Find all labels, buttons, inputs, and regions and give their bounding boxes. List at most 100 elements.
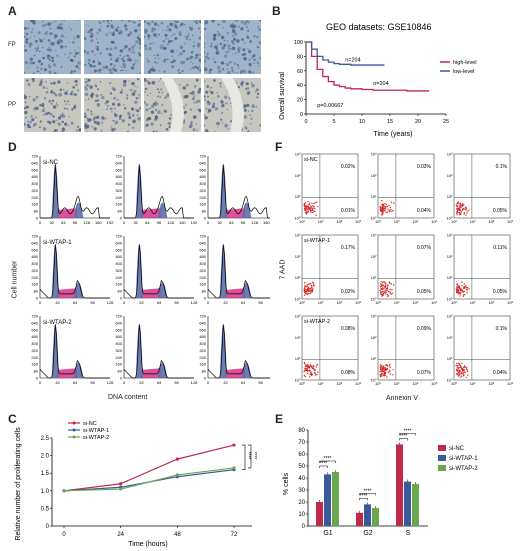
event-dot: [463, 204, 465, 206]
cell-nucleus: [247, 48, 249, 50]
cell-nucleus: [187, 33, 189, 35]
x-tick-label: 32: [55, 300, 60, 305]
cell-nucleus: [131, 21, 133, 23]
cell-nucleus: [223, 39, 226, 42]
x-tick-label: 0: [207, 380, 210, 385]
panel-label-e: E: [275, 412, 284, 426]
cell-nucleus: [192, 128, 196, 132]
significance-label: ****: [360, 493, 368, 499]
cell-nucleus: [73, 70, 76, 73]
x-tick-label: 10: [359, 119, 365, 125]
event-dot: [380, 372, 383, 375]
cell-nucleus: [122, 60, 126, 63]
histology-image: [144, 20, 201, 74]
cell-nucleus: [69, 52, 72, 55]
cell-nucleus: [166, 43, 169, 46]
cell-nucleus: [197, 90, 201, 94]
event-dot: [380, 364, 383, 367]
cell-nucleus: [29, 96, 31, 98]
cell-nucleus: [134, 100, 138, 104]
cell-nucleus: [151, 20, 154, 23]
cell-nucleus: [86, 130, 88, 132]
cell-nucleus: [47, 111, 51, 115]
event-dot: [312, 365, 315, 367]
event-dot: [459, 293, 461, 295]
cell-nucleus: [24, 71, 26, 74]
cell-nucleus: [61, 112, 64, 115]
cell-nucleus: [138, 72, 141, 74]
event-dot: [386, 205, 388, 208]
significance-bracket: [399, 438, 408, 441]
cell-nucleus: [190, 68, 192, 70]
cell-nucleus: [77, 125, 79, 128]
significance-bracket: [242, 444, 246, 470]
cell-nucleus: [192, 44, 196, 48]
event-dot: [461, 208, 464, 211]
upper-right-percent: 0.02%: [341, 164, 356, 170]
cell-nucleus: [119, 91, 123, 94]
x-tick-label: 10²: [412, 219, 418, 224]
lower-right-percent: 0.05%: [417, 289, 432, 295]
y-tick-label: 0: [120, 296, 123, 301]
y-tick-label: 480: [115, 334, 122, 339]
event-dot: [313, 206, 315, 208]
tissue-gap: [161, 78, 184, 132]
cell-nucleus: [85, 122, 87, 125]
event-dot: [313, 210, 315, 212]
cell-nucleus: [144, 87, 148, 91]
series-line-si-WTAP-2: [63, 467, 235, 492]
x-tick-label: 10⁰: [375, 300, 381, 305]
event-dot: [303, 287, 306, 289]
event-dot: [305, 364, 307, 366]
y-tick-label: 160: [31, 202, 38, 207]
cell-nucleus: [49, 27, 52, 30]
cell-nucleus: [167, 121, 171, 126]
y-tick-label: 480: [199, 254, 206, 259]
cell-nucleus: [42, 86, 46, 89]
cell-nucleus: [220, 61, 224, 65]
cell-nucleus: [228, 50, 230, 52]
x-tick-label: 10¹: [470, 381, 476, 386]
cell-nucleus: [43, 32, 46, 35]
event-dot: [461, 205, 463, 207]
histogram-outline: [39, 324, 110, 379]
event-dot: [459, 373, 461, 375]
cell-nucleus: [57, 80, 61, 84]
event-dot: [313, 202, 315, 204]
cell-nucleus: [171, 65, 175, 69]
cell-nucleus: [225, 50, 227, 53]
cell-nucleus: [239, 73, 242, 74]
event-dot: [460, 373, 463, 375]
s-phase-fill: [224, 368, 246, 378]
cell-nucleus: [68, 26, 70, 29]
cell-nucleus: [56, 102, 58, 104]
cell-nucleus: [86, 108, 90, 111]
cell-nucleus: [96, 115, 100, 119]
cell-nucleus: [39, 50, 41, 53]
cell-nucleus: [109, 82, 112, 85]
s-phase-fill: [56, 368, 78, 378]
upper-right-percent: 0.09%: [417, 326, 432, 332]
g1-peak: [135, 163, 143, 218]
event-dot: [305, 211, 307, 213]
x-axis-label: Time (hours): [128, 541, 167, 548]
cell-nucleus: [27, 28, 29, 30]
cell-nucleus: [45, 112, 49, 116]
cell-nucleus: [193, 41, 195, 43]
cell-nucleus: [130, 51, 132, 53]
y-tick-label: 640: [115, 240, 122, 245]
y-tick-label: 160: [199, 362, 206, 367]
s-phase-fill: [140, 288, 162, 298]
cell-nucleus: [95, 85, 97, 88]
cell-nucleus: [34, 35, 36, 37]
y-tick-label: 400: [199, 341, 206, 346]
cell-nucleus: [225, 102, 228, 105]
x-tick-label: 160: [95, 220, 102, 225]
cell-nucleus: [259, 56, 261, 60]
event-dot: [381, 375, 383, 377]
cell-nucleus: [210, 86, 213, 89]
cell-cycle-bar-chart: % cells 01020304050607080G1********G2***…: [283, 428, 478, 537]
event-dot: [460, 210, 462, 212]
y-tick-label: 720: [199, 154, 206, 159]
